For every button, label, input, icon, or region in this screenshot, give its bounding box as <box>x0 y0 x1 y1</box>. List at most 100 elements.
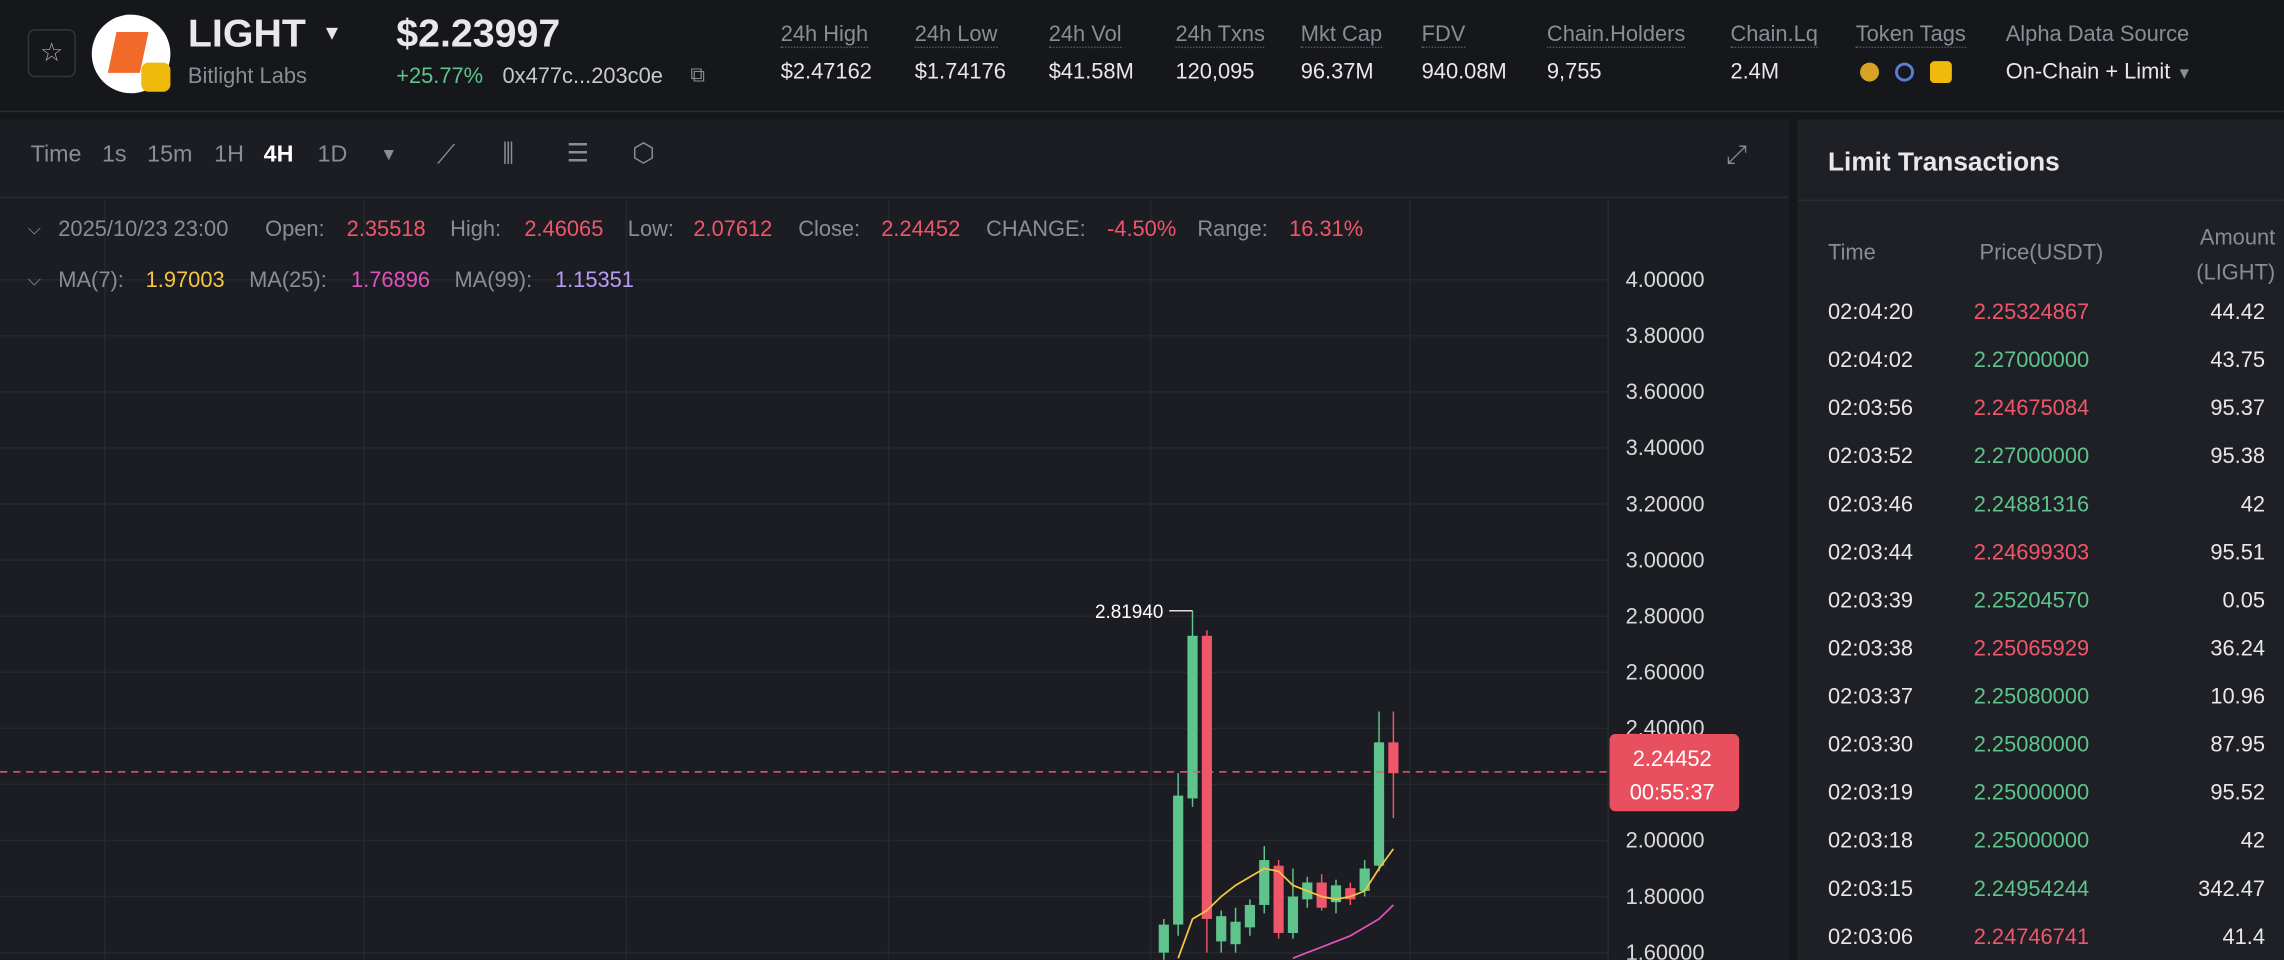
y-tick-label: 2.80000 <box>1626 603 1705 628</box>
tx-amount: 95.52 <box>2210 780 2266 806</box>
tx-amount: 95.51 <box>2210 540 2266 566</box>
stat-label: Mkt Cap <box>1300 21 1383 49</box>
chart-type-button[interactable]: ⫼ <box>502 139 514 168</box>
stat-value: 120,095 <box>1175 59 1255 85</box>
tx-time: 02:04:20 <box>1828 300 1914 325</box>
ma-line <box>1292 904 1394 960</box>
y-tick-label: 3.60000 <box>1626 379 1705 404</box>
source-label: Alpha Data Source <box>2005 21 2190 47</box>
tx-price: 2.24881316 <box>1973 492 2090 518</box>
tag-icon <box>1860 62 1880 82</box>
interval-dropdown[interactable]: ▼ <box>380 144 398 165</box>
tx-time: 02:03:18 <box>1828 828 1914 854</box>
tx-amount: 42 <box>2240 492 2266 518</box>
tx-price: 2.25204570 <box>1973 588 2090 614</box>
candle-body <box>1230 921 1241 945</box>
ohlc-label: Open: <box>265 217 325 242</box>
ohlc-date: 2025/10/23 23:00 <box>58 217 229 242</box>
copy-icon[interactable]: ⧉ <box>690 62 705 86</box>
tx-amount: 95.37 <box>2210 396 2266 421</box>
candle-body <box>1158 924 1169 953</box>
favorite-button[interactable]: ☆ <box>27 29 76 78</box>
tx-price: 2.25065929 <box>1973 636 2090 662</box>
price: $2.23997 <box>396 11 561 56</box>
candle-body <box>1173 795 1184 925</box>
tx-price: 2.25324867 <box>1973 300 2090 325</box>
tx-time: 02:03:44 <box>1828 540 1914 566</box>
stat-value: $1.74176 <box>914 59 1006 85</box>
tx-time: 02:03:52 <box>1828 444 1914 470</box>
stat-label: Chain.Lq <box>1730 21 1818 49</box>
candle-body <box>1316 882 1327 908</box>
stat-label: 24h Low <box>914 21 998 49</box>
settings-button[interactable]: ☰ <box>566 139 589 168</box>
stat-label: FDV <box>1421 21 1466 49</box>
tx-amount: 95.38 <box>2210 444 2266 470</box>
interval-button[interactable]: 1s <box>101 142 127 168</box>
interval-button[interactable]: 4H <box>263 142 294 168</box>
tx-time: 02:03:15 <box>1828 876 1914 902</box>
y-tick-label: 3.40000 <box>1626 435 1705 460</box>
ma-label: MA(25): <box>249 268 327 293</box>
stat-value: 9,755 <box>1546 59 1602 85</box>
ohlc-value: 2.24452 <box>881 217 961 242</box>
symbol: LIGHT <box>187 11 306 56</box>
tag-icon <box>1895 62 1914 82</box>
stat-value: 940.08M <box>1421 59 1507 85</box>
candle-body <box>1201 635 1212 919</box>
stat-label: 24h Txns <box>1175 21 1265 49</box>
tx-time: 02:03:37 <box>1828 684 1914 710</box>
interval-button[interactable]: 1D <box>317 142 348 168</box>
candle-body <box>1187 635 1198 799</box>
candle-body <box>1345 888 1356 900</box>
ma-label: MA(7): <box>58 268 124 293</box>
candle-body <box>1244 904 1256 928</box>
collapse-icon: ⌵ <box>27 269 41 290</box>
price-chart: 4.00000 3.80000 3.60000 3.40000 3.20000 3.000… <box>0 199 1740 960</box>
price-tag <box>1609 734 1740 812</box>
ohlc-value: 2.35518 <box>346 217 426 242</box>
chart-panel <box>0 119 1789 960</box>
tx-price: 2.25080000 <box>1973 732 2090 758</box>
ohlc-value: 2.07612 <box>693 217 773 242</box>
y-tick-label: 4.00000 <box>1626 267 1705 292</box>
tx-amount: 44.42 <box>2210 300 2266 325</box>
contract-address[interactable]: 0x477c...203c0e <box>502 64 663 89</box>
ma-value: 1.76896 <box>351 268 431 293</box>
col-header: Amount (LIGHT) <box>2196 225 2276 286</box>
ma-value: 1.97003 <box>145 268 225 293</box>
ohlc-label: High: <box>450 217 502 242</box>
high-marker: 2.81940 <box>1095 602 1163 623</box>
toolbar-divider <box>0 196 1789 199</box>
ohlc-label: CHANGE: <box>986 217 1086 242</box>
y-tick-label: 3.00000 <box>1626 547 1705 572</box>
ohlc-label: Low: <box>627 217 674 242</box>
tx-time: 02:03:06 <box>1828 924 1914 950</box>
fullscreen-button[interactable]: ⤢ <box>1726 139 1748 169</box>
tx-price: 2.24699303 <box>1973 540 2090 566</box>
source-select[interactable]: On-Chain + Limit ▼ <box>2005 59 2193 85</box>
layout-button[interactable]: ⬡ <box>632 138 656 168</box>
candle-body <box>1287 896 1299 933</box>
candle-body <box>1259 860 1270 905</box>
ohlc-value: -4.50% <box>1107 217 1177 242</box>
y-tick-label: 2.00000 <box>1626 828 1705 853</box>
tx-price: 2.25080000 <box>1973 684 2090 710</box>
candle-body <box>1373 742 1385 866</box>
symbol-dropdown[interactable]: ▼ <box>321 20 343 44</box>
stat-value: $2.47162 <box>780 59 872 85</box>
tx-amount: 41.4 <box>2222 924 2266 950</box>
candle-body <box>1359 868 1370 891</box>
interval-button[interactable]: 1H <box>214 142 244 168</box>
indicator-button[interactable]: ⟋ <box>436 139 456 169</box>
tag-icon <box>1929 61 1952 84</box>
tx-amount: 87.95 <box>2210 732 2266 758</box>
tx-time: 02:03:19 <box>1828 780 1914 806</box>
tx-time: 02:04:02 <box>1828 348 1914 373</box>
tx-time: 02:03:30 <box>1828 732 1914 758</box>
interval-button[interactable]: 15m <box>147 142 193 168</box>
interval-button[interactable]: Time <box>30 142 82 168</box>
price-change: +25.77% <box>396 64 484 89</box>
tx-price: 2.25000000 <box>1973 780 2090 806</box>
